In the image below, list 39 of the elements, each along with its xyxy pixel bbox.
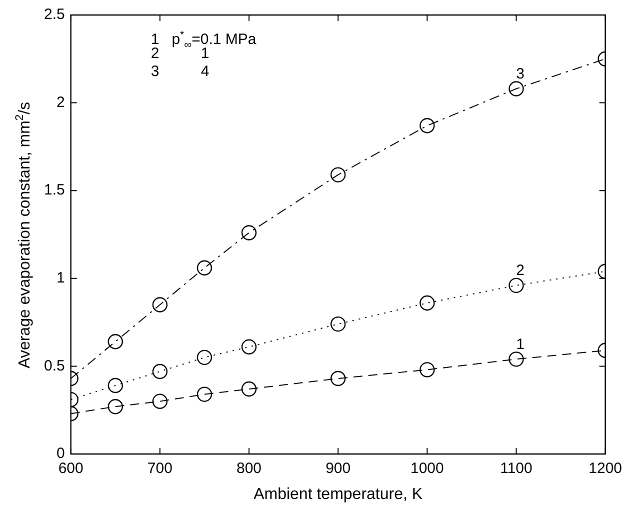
point <box>420 362 435 378</box>
point <box>508 81 524 96</box>
y-tick-label: 0 <box>56 445 65 462</box>
point <box>196 260 212 276</box>
point <box>241 339 257 354</box>
series-label: 1 <box>516 336 524 353</box>
y-tick-label: 2 <box>56 94 65 111</box>
y-tick-label: 1.5 <box>44 182 65 199</box>
point <box>108 398 123 414</box>
x-tick-label: 800 <box>236 460 262 478</box>
point <box>152 297 168 312</box>
point <box>420 295 435 311</box>
x-tick-label: 1000 <box>410 460 444 478</box>
point <box>508 278 524 294</box>
point <box>196 386 212 402</box>
point <box>152 394 168 409</box>
point <box>330 370 346 386</box>
point <box>196 350 212 366</box>
point <box>508 352 524 367</box>
series-label: 2 <box>516 262 524 280</box>
point <box>108 378 123 394</box>
y-tick-label: 1 <box>56 270 65 287</box>
y-tick-label: 2.5 <box>44 6 65 24</box>
point <box>241 225 257 240</box>
x-axis-title: Ambient temperature, K <box>254 486 423 504</box>
x-tick-label: 900 <box>326 460 351 478</box>
x-tick-label: 700 <box>147 460 172 478</box>
x-tick-label: 1200 <box>588 460 622 478</box>
point <box>330 316 346 332</box>
point <box>420 118 435 134</box>
series-label: 3 <box>516 65 524 82</box>
y-tick-label: 0.5 <box>44 357 65 374</box>
point <box>152 364 168 380</box>
point <box>108 334 123 350</box>
annotation: 3 4 <box>150 63 210 80</box>
x-tick-label: 600 <box>58 460 84 478</box>
x-tick-label: 1100 <box>500 460 532 478</box>
point <box>330 167 346 182</box>
point <box>241 381 257 397</box>
